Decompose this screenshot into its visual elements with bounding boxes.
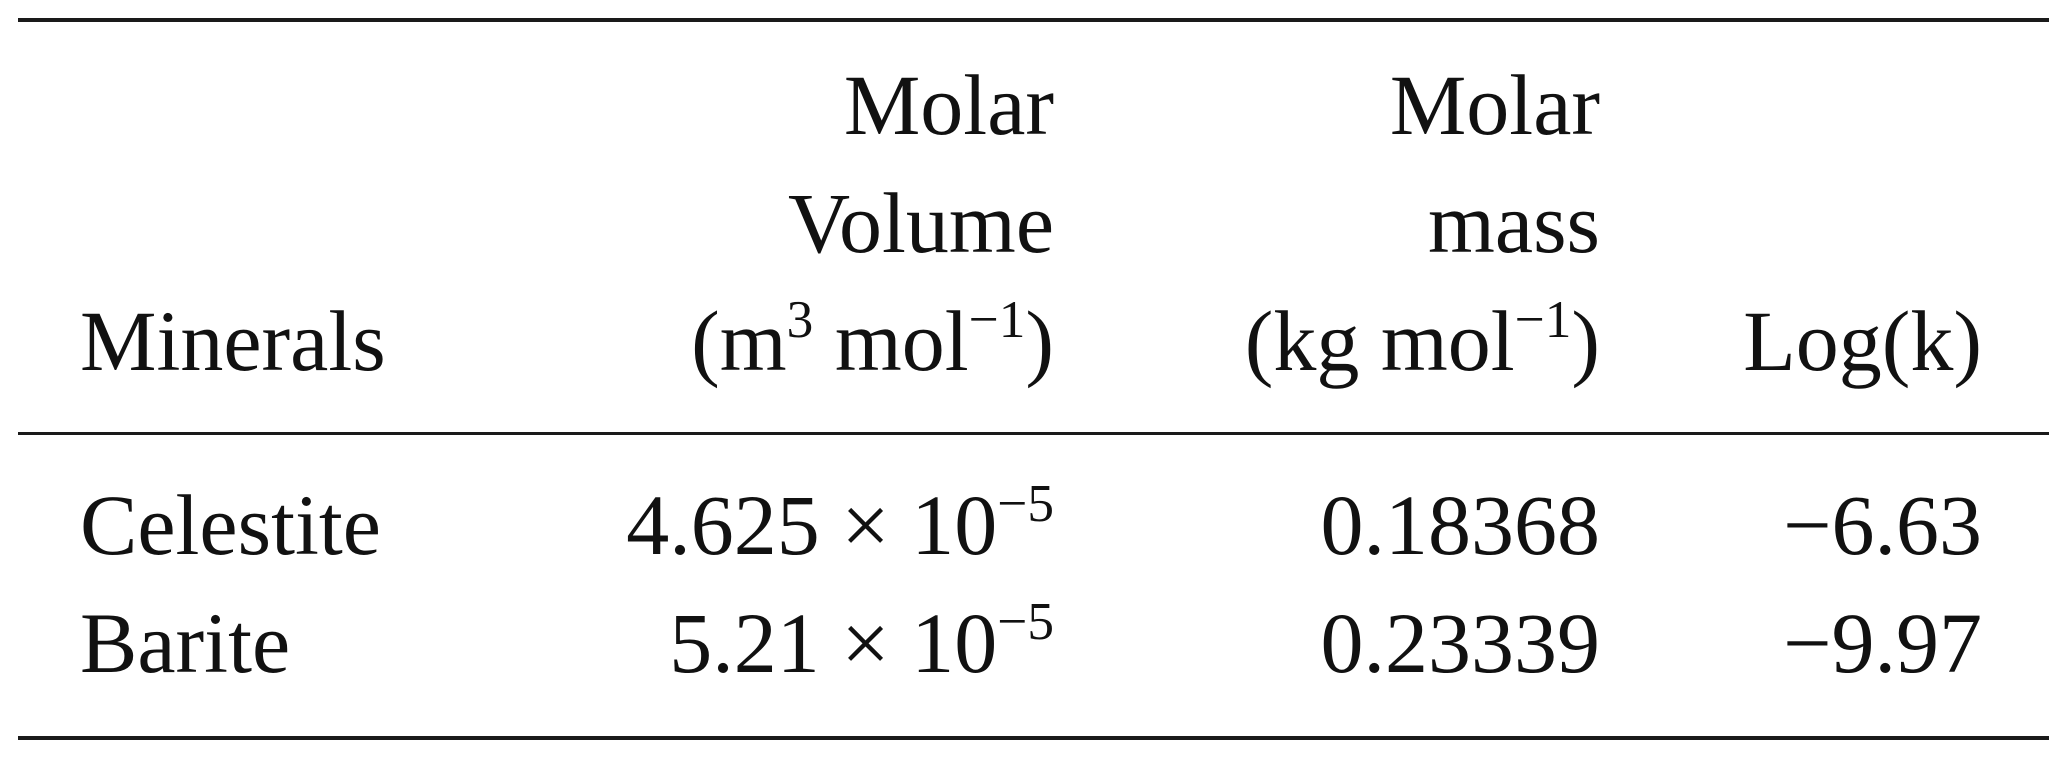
unit-open: (kg mol (1244, 293, 1515, 389)
unit-mol: mol (813, 293, 969, 389)
header-molar-mass-unit: (kg mol−1) (1245, 292, 1600, 384)
cell-logk: −6.63 (1782, 477, 1982, 573)
header-logk: Log(k) (1743, 293, 1982, 389)
unit-open: (m (691, 293, 787, 389)
header-minerals: Minerals (80, 293, 386, 389)
header-rule (18, 432, 2049, 435)
cell-molar-mass: 0.23339 (1320, 595, 1601, 691)
header-molar-mass-line2: mass (1428, 175, 1600, 271)
cell-mineral: Celestite (80, 477, 381, 573)
cell-mineral: Barite (80, 595, 291, 691)
cell-molar-mass: 0.18368 (1320, 477, 1601, 573)
header-molar-volume-line1: Molar (843, 57, 1054, 153)
unit-close: ) (1025, 293, 1054, 389)
unit-exponent: −1 (968, 288, 1026, 349)
header-molar-mass-line1: Molar (1389, 57, 1600, 153)
unit-exponent: −1 (1514, 288, 1572, 349)
unit-close: ) (1571, 293, 1600, 389)
bottom-rule (18, 736, 2049, 740)
header-molar-volume-line2: Volume (788, 175, 1054, 271)
unit-exponent: 3 (786, 288, 814, 349)
cell-molar-volume: 4.625 × 10−5 (626, 476, 1054, 568)
cell-molar-volume: 5.21 × 10−5 (669, 594, 1054, 686)
header-molar-volume-unit: (m3 mol−1) (691, 292, 1054, 384)
molar-volume-exponent: −5 (997, 472, 1054, 533)
molar-volume-exponent: −5 (997, 590, 1054, 651)
molar-volume-mantissa: 5.21 × 10 (669, 595, 998, 691)
molar-volume-mantissa: 4.625 × 10 (626, 477, 998, 573)
cell-logk: −9.97 (1782, 595, 1982, 691)
top-rule (18, 18, 2049, 22)
